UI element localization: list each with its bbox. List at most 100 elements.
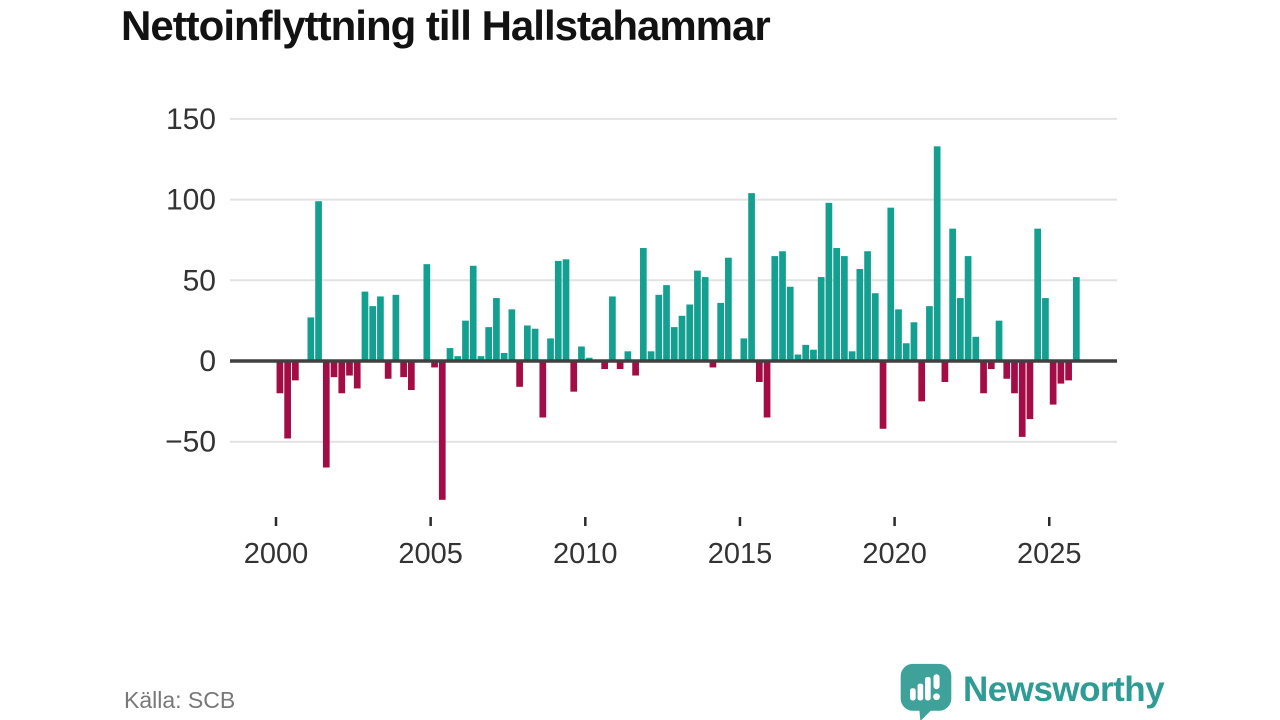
x-tick-label: 2010 [553,538,618,570]
bar-2005q1 [431,361,438,368]
source-label: Källa: SCB [124,687,236,713]
bar-2006q1 [462,320,469,361]
bar-2020q4 [918,361,926,402]
chart-title: Nettoinflyttning till Hallstahammar [121,2,771,49]
bar-2009q2 [562,259,570,361]
bar-2022q4 [980,361,987,394]
bar-2019q2 [871,293,879,361]
bar-2020q1 [895,309,902,361]
bar-2005q4 [454,356,462,361]
bar-2016q1 [771,256,779,361]
y-tick-label: 150 [166,103,216,136]
bar-2013q3 [694,270,701,361]
bar-2017q1 [802,344,810,361]
bar-2024q3 [1034,228,1042,361]
bar-2023q1 [987,361,995,370]
bar-2013q2 [686,304,694,361]
newsworthy-logo-icon [900,663,952,720]
bar-2012q2 [655,294,663,361]
bar-2025q2 [1057,361,1065,384]
bar-2008q3 [539,361,547,418]
bar-2003q2 [377,296,384,361]
bar-2019q1 [864,251,871,361]
bar-2007q3 [508,309,516,361]
bar-2024q1 [1018,361,1026,437]
bar-2002q1 [338,361,346,394]
bar-2007q1 [493,298,500,361]
bar-2013q1 [678,315,686,361]
bar-2021q2 [933,146,941,361]
bar-2024q2 [1026,361,1034,420]
bar-2012q4 [670,327,678,361]
bar-2015q3 [755,361,763,382]
bar-2003q3 [384,361,392,379]
bar-2023q3 [1003,361,1011,379]
bar-2010q3 [601,361,609,370]
bar-2014q1 [709,361,717,368]
bar-2003q1 [369,306,377,361]
bar-2024q4 [1042,298,1049,361]
bar-2009q4 [578,346,585,361]
bar-2000q3 [292,361,299,381]
bar-2019q3 [879,361,887,429]
brand-wordmark: Newsworthy [963,670,1165,709]
bar-2011q3 [632,361,639,376]
bar-2022q3 [972,336,980,361]
bar-2013q4 [701,277,709,361]
bar-2002q3 [353,361,361,389]
bar-2012q1 [647,351,655,361]
bar-2009q1 [554,260,562,361]
bar-2020q3 [910,322,918,361]
bar-2005q3 [446,348,454,361]
bar-2004q1 [400,361,407,378]
bar-2022q1 [957,298,964,361]
bar-2025q4 [1072,277,1080,361]
bar-2006q3 [477,356,485,361]
x-tick-label: 2020 [862,538,927,570]
bar-2008q4 [547,338,554,361]
bar-2011q2 [624,351,632,361]
bar-2000q2 [284,361,291,439]
bar-2009q3 [570,361,578,392]
bar-2023q2 [995,320,1003,361]
bar-2001q4 [330,361,338,378]
bar-2025q3 [1065,361,1072,381]
bar-2020q2 [902,343,910,361]
bar-2003q4 [392,294,400,361]
bar-2005q2 [438,361,446,500]
x-tick-label: 2015 [708,538,773,570]
bar-2006q4 [485,327,493,361]
y-tick-label: 0 [199,345,216,378]
bar-2018q1 [833,248,840,361]
bar-2002q4 [361,291,369,361]
bar-2021q4 [949,228,956,361]
bar-2023q4 [1011,361,1018,394]
bar-2004q2 [408,361,415,391]
bar-2019q4 [887,207,895,361]
bar-2008q2 [531,328,539,361]
brand-logo: Newsworthy [898,663,1165,720]
bar-2015q4 [763,361,771,418]
y-tick-label: 50 [183,264,216,297]
bar-2014q2 [717,302,725,361]
y-tick-label: 100 [166,184,216,217]
bar-2018q4 [856,269,864,361]
bar-2000q1 [276,361,284,394]
bar-2011q4 [639,248,647,361]
bar-2021q1 [926,306,933,361]
bar-2012q3 [663,285,670,361]
bar-2025q1 [1049,361,1057,405]
x-tick-label: 2025 [1017,538,1082,570]
bar-2016q4 [794,354,802,361]
bar-2022q2 [964,256,972,361]
bar-2017q2 [810,349,817,361]
bar-2021q3 [941,361,949,382]
bar-2008q1 [523,325,531,361]
x-tick-label: 2005 [398,538,463,570]
bar-2004q4 [423,264,431,361]
bar-2006q2 [469,265,477,361]
bar-2015q1 [740,338,748,361]
bar-2018q2 [841,256,848,361]
